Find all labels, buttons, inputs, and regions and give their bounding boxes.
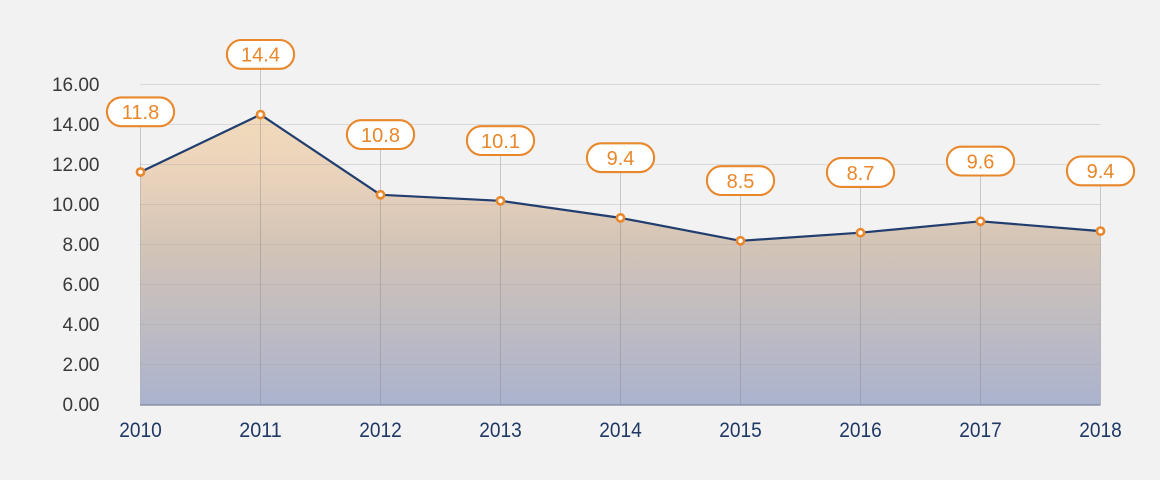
svg-text:8.7: 8.7 [847, 163, 875, 185]
svg-text:2.00: 2.00 [63, 355, 100, 376]
svg-text:2016: 2016 [839, 419, 882, 442]
svg-text:8.00: 8.00 [63, 235, 100, 256]
svg-text:8.5: 8.5 [727, 171, 755, 193]
svg-text:9.6: 9.6 [967, 151, 995, 173]
svg-text:2010: 2010 [119, 419, 162, 442]
svg-text:16.00: 16.00 [52, 75, 100, 96]
svg-text:2013: 2013 [479, 419, 522, 442]
svg-text:6.00: 6.00 [63, 275, 100, 296]
svg-text:10.8: 10.8 [361, 125, 400, 147]
svg-text:10.00: 10.00 [52, 195, 100, 216]
svg-text:14.4: 14.4 [241, 45, 280, 67]
svg-text:0.00: 0.00 [63, 395, 100, 416]
svg-text:9.4: 9.4 [607, 148, 635, 170]
svg-text:2018: 2018 [1079, 419, 1122, 442]
svg-text:10.1: 10.1 [481, 131, 520, 153]
svg-text:2012: 2012 [359, 419, 402, 442]
svg-text:14.00: 14.00 [52, 115, 100, 136]
svg-text:2014: 2014 [599, 419, 642, 442]
svg-text:9.4: 9.4 [1087, 161, 1115, 183]
svg-text:12.00: 12.00 [52, 155, 100, 176]
svg-text:2015: 2015 [719, 419, 762, 442]
svg-text:4.00: 4.00 [63, 315, 100, 336]
svg-text:11.8: 11.8 [122, 102, 159, 124]
svg-text:2011: 2011 [239, 419, 282, 442]
svg-text:2017: 2017 [959, 419, 1002, 442]
